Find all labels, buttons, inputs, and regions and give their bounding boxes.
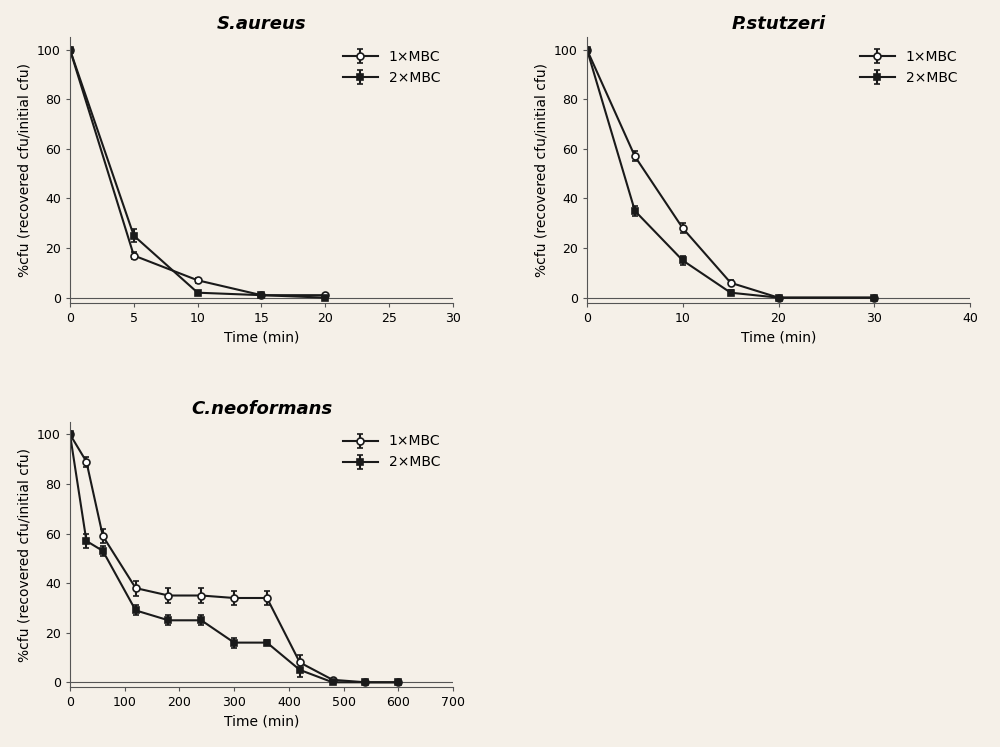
X-axis label: Time (min): Time (min) xyxy=(224,330,299,344)
X-axis label: Time (min): Time (min) xyxy=(741,330,816,344)
Title: S.aureus: S.aureus xyxy=(217,15,306,33)
Y-axis label: %cfu (recovered cfu/initial cfu): %cfu (recovered cfu/initial cfu) xyxy=(535,63,549,277)
Legend: 1×MBC, 2×MBC: 1×MBC, 2×MBC xyxy=(337,429,446,475)
X-axis label: Time (min): Time (min) xyxy=(224,715,299,729)
Legend: 1×MBC, 2×MBC: 1×MBC, 2×MBC xyxy=(854,44,963,90)
Title: C.neoformans: C.neoformans xyxy=(191,400,332,418)
Legend: 1×MBC, 2×MBC: 1×MBC, 2×MBC xyxy=(337,44,446,90)
Y-axis label: %cfu (recovered cfu/initial cfu): %cfu (recovered cfu/initial cfu) xyxy=(18,63,32,277)
Y-axis label: %cfu (recovered cfu/initial cfu): %cfu (recovered cfu/initial cfu) xyxy=(18,447,32,662)
Title: P.stutzeri: P.stutzeri xyxy=(731,15,826,33)
